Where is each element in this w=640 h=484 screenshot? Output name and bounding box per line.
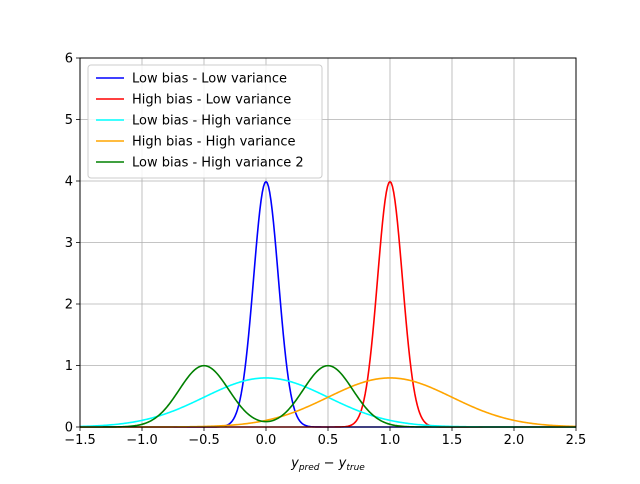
x-axis-label: ypred − ytrue bbox=[290, 456, 365, 473]
x-tick-label: −1.5 bbox=[64, 433, 96, 448]
x-tick-label: 2.5 bbox=[566, 433, 587, 448]
legend-box bbox=[87, 64, 323, 179]
legend-label: High bias - High variance bbox=[132, 135, 296, 150]
legend-label: High bias - Low variance bbox=[132, 93, 291, 108]
x-tick-label: 1.0 bbox=[380, 433, 401, 448]
x-tick-label: −1.0 bbox=[126, 433, 158, 448]
y-tick-label: 5 bbox=[65, 113, 73, 128]
y-tick-label: 0 bbox=[65, 421, 73, 436]
y-tick-label: 3 bbox=[65, 236, 73, 251]
x-tick-label: 1.5 bbox=[442, 433, 463, 448]
legend-label: Low bias - High variance bbox=[132, 114, 291, 129]
y-tick-label: 4 bbox=[65, 175, 73, 190]
y-tick-label: 2 bbox=[65, 298, 73, 313]
legend-label: Low bias - Low variance bbox=[132, 72, 287, 87]
y-tick-label: 6 bbox=[65, 52, 73, 67]
y-tick-label: 1 bbox=[65, 359, 73, 374]
x-tick-label: 0.5 bbox=[318, 433, 339, 448]
x-tick-label: 2.0 bbox=[504, 433, 525, 448]
x-tick-label: 0.0 bbox=[256, 433, 277, 448]
legend: Low bias - Low variance High bias - Low v… bbox=[87, 64, 323, 179]
legend-label: Low bias - High variance 2 bbox=[132, 156, 304, 171]
axis-ticks: −1.5 −1.0 −0.5 0.0 0.5 1.0 1.5 2.0 2.5 0 1 2 3 4 5 6 bbox=[64, 52, 586, 449]
x-tick-label: −0.5 bbox=[188, 433, 220, 448]
